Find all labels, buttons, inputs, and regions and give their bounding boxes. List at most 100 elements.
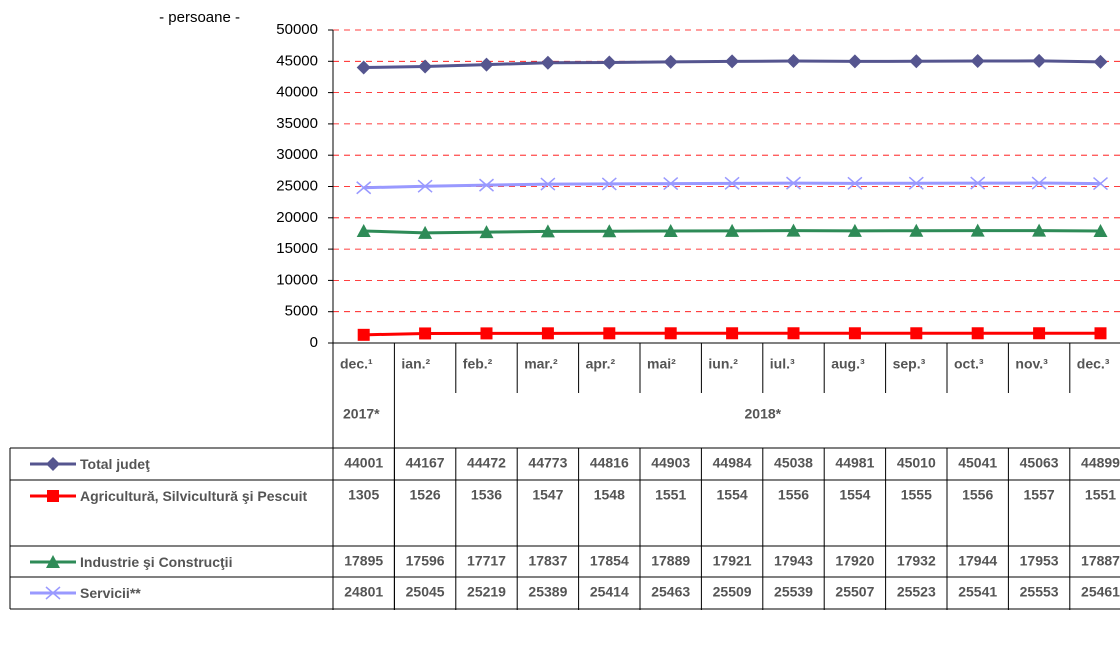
marker	[602, 224, 617, 238]
table-value: 17837	[528, 553, 567, 569]
marker	[417, 179, 433, 193]
marker	[847, 223, 862, 237]
group-label: 2017*	[343, 406, 380, 422]
table-value: 25463	[651, 584, 690, 600]
marker	[664, 327, 677, 340]
marker	[356, 60, 371, 75]
table-value: 17889	[651, 553, 690, 569]
x-tick-label: ian.²	[401, 356, 430, 372]
legend-marker	[45, 586, 61, 600]
legend-marker	[46, 555, 60, 568]
table-value: 45038	[774, 455, 813, 471]
table-value: 44984	[713, 455, 752, 471]
y-tick-label: 40000	[276, 84, 318, 101]
y-tick-label: 30000	[276, 146, 318, 163]
marker	[847, 54, 862, 69]
table-value: 45041	[958, 455, 997, 471]
table-value: 25553	[1020, 584, 1059, 600]
marker	[540, 177, 556, 191]
table-value: 17953	[1020, 553, 1059, 569]
table-value: 44981	[835, 455, 874, 471]
marker	[663, 177, 679, 191]
marker	[603, 327, 616, 340]
table-value: 1548	[594, 487, 625, 503]
table-value: 45063	[1020, 455, 1059, 471]
marker	[970, 176, 986, 190]
table-value: 44472	[467, 455, 506, 471]
table-value: 1554	[717, 487, 748, 503]
table-value: 25461	[1081, 584, 1120, 600]
table-value: 1547	[532, 487, 563, 503]
table-value: 25414	[590, 584, 629, 600]
table-value: 17921	[713, 553, 752, 569]
x-tick-label: mar.²	[524, 356, 558, 372]
table-value: 1556	[962, 487, 993, 503]
table-value: 25539	[774, 584, 813, 600]
marker	[970, 54, 985, 69]
table-value: 17920	[835, 553, 874, 569]
table-value: 25045	[406, 584, 445, 600]
marker	[479, 225, 494, 239]
group-label: 2018*	[745, 406, 782, 422]
x-tick-label: aug.³	[831, 356, 865, 372]
legend-label: Servicii**	[80, 585, 141, 601]
marker	[910, 327, 923, 340]
y-tick-label: 50000	[276, 21, 318, 38]
marker	[1032, 53, 1047, 68]
table-value: 17854	[590, 553, 629, 569]
marker	[540, 55, 555, 70]
table-value: 25507	[835, 584, 874, 600]
marker	[909, 54, 924, 69]
x-tick-label: dec.³	[1077, 356, 1110, 372]
y-axis-label: - persoane -	[159, 9, 240, 26]
y-tick-label: 0	[310, 334, 318, 351]
marker	[786, 223, 801, 237]
marker	[848, 327, 861, 340]
marker	[787, 327, 800, 340]
table-value: 25389	[528, 584, 567, 600]
marker	[847, 176, 863, 190]
table-value: 17596	[406, 553, 445, 569]
x-tick-label: iul.³	[770, 356, 795, 372]
marker	[908, 176, 924, 190]
marker	[540, 224, 555, 238]
legend-label: Agricultură, Silvicultură şi Pescuit	[80, 488, 308, 504]
marker	[1033, 327, 1046, 340]
x-tick-label: iun.²	[708, 356, 738, 372]
marker	[480, 327, 493, 340]
marker	[1093, 54, 1108, 69]
marker	[1093, 224, 1108, 238]
x-tick-label: apr.²	[586, 356, 616, 372]
table-value: 1554	[839, 487, 870, 503]
marker	[419, 327, 432, 340]
marker	[541, 327, 554, 340]
marker	[970, 223, 985, 237]
marker	[725, 223, 740, 237]
table-value: 44903	[651, 455, 690, 471]
table-value: 17717	[467, 553, 506, 569]
legend-label: Total judeţ	[80, 456, 150, 472]
marker	[1032, 223, 1047, 237]
table-value: 25523	[897, 584, 936, 600]
table-value: 44816	[590, 455, 629, 471]
marker	[601, 177, 617, 191]
table-value: 44001	[344, 455, 383, 471]
table-value: 45010	[897, 455, 936, 471]
marker	[1093, 177, 1108, 191]
y-tick-label: 10000	[276, 271, 318, 288]
marker	[418, 225, 433, 239]
table-value: 1526	[410, 487, 441, 503]
x-tick-label: oct.³	[954, 356, 984, 372]
table-value: 44167	[406, 455, 445, 471]
marker	[1094, 327, 1107, 340]
table-value: 25509	[713, 584, 752, 600]
table-value: 17887	[1081, 553, 1120, 569]
y-tick-label: 5000	[285, 303, 318, 320]
table-value: 17932	[897, 553, 936, 569]
x-tick-label: mai²	[647, 356, 676, 372]
marker	[725, 54, 740, 69]
legend-marker	[46, 457, 60, 471]
marker	[357, 328, 370, 341]
